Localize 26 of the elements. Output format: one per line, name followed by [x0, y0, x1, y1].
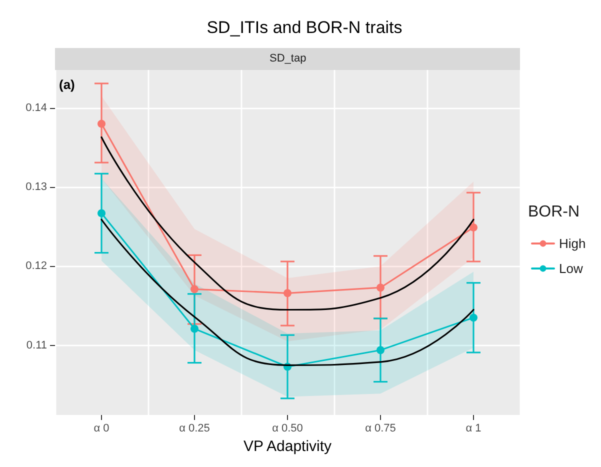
- chart-subtitle: SD_tap: [270, 52, 306, 64]
- legend-label: High: [559, 236, 586, 251]
- point: [284, 289, 292, 298]
- x-tick-label: α 0: [94, 422, 110, 434]
- legend-label: Low: [559, 261, 584, 276]
- x-tick-label: α 0.50: [272, 422, 303, 434]
- line-series: [100, 136, 474, 311]
- point: [376, 284, 384, 292]
- point: [470, 314, 478, 322]
- point: [470, 223, 478, 232]
- point: [376, 346, 384, 354]
- legend-title: BOR-N: [528, 204, 580, 220]
- point: [190, 285, 198, 294]
- x-tick-label: α 0.25: [179, 422, 210, 434]
- chart-title: SD_ITIs and BOR-N traits: [206, 18, 402, 37]
- point: [98, 120, 106, 128]
- y-tick-label: 0.11: [26, 339, 47, 352]
- y-tick-label: 0.13: [26, 181, 47, 194]
- y-tick-label: 0.14: [26, 102, 47, 114]
- annotation: (a): [59, 77, 75, 92]
- x-axis-title: VP Adaptivity: [243, 438, 332, 455]
- x-tick-label: α 1: [466, 422, 482, 434]
- y-tick-label: 0.12: [26, 260, 47, 272]
- point: [190, 324, 198, 333]
- point: [98, 209, 106, 218]
- x-tick-label: α 0.75: [365, 422, 396, 434]
